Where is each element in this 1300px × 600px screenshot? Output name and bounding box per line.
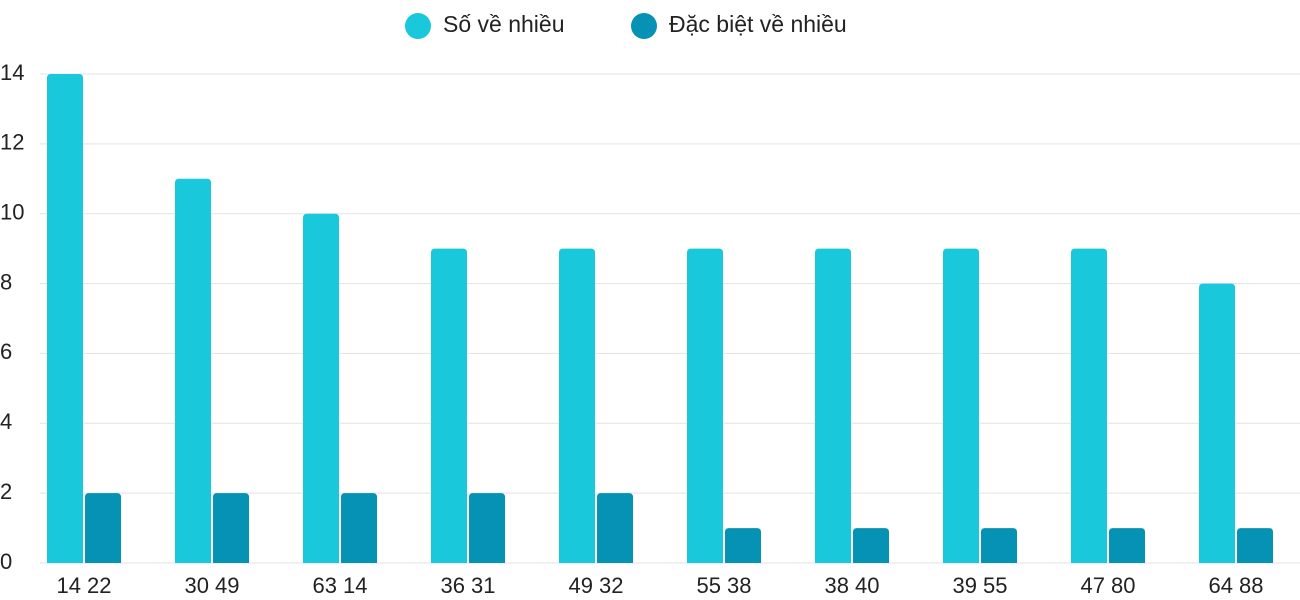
bar [303,213,339,563]
y-tick-label: 6 [0,339,12,364]
bar [47,74,83,563]
y-tick-label: 0 [0,549,12,574]
bar [1071,248,1107,563]
x-tick-label: 30 49 [184,573,239,598]
legend-label: Đặc biệt về nhiều [669,11,847,37]
bar [469,493,505,563]
bar [431,248,467,563]
x-tick-label: 55 38 [696,573,751,598]
legend-marker [405,13,431,39]
bar [981,528,1017,563]
legend-marker [631,13,657,39]
x-tick-label: 38 40 [824,573,879,598]
bar [1109,528,1145,563]
y-tick-label: 10 [0,200,24,225]
x-tick-label: 14 22 [56,573,111,598]
bar [725,528,761,563]
x-tick-label: 39 55 [952,573,1007,598]
y-tick-label: 14 [0,60,24,85]
legend-label: Số về nhiều [443,11,564,37]
bar [687,248,723,563]
bar [559,248,595,563]
bar [341,493,377,563]
bar [853,528,889,563]
y-tick-label: 8 [0,269,12,294]
bar [943,248,979,563]
y-tick-label: 12 [0,130,24,155]
bar [213,493,249,563]
x-tick-label: 47 80 [1080,573,1135,598]
bar [1199,283,1235,563]
bar [815,248,851,563]
y-tick-label: 2 [0,479,12,504]
x-tick-label: 36 31 [440,573,495,598]
bar [1237,528,1273,563]
y-tick-label: 4 [0,409,12,434]
bar [597,493,633,563]
bar [85,493,121,563]
x-tick-label: 63 14 [312,573,367,598]
bar [175,178,211,564]
x-tick-label: 64 88 [1208,573,1263,598]
x-tick-label: 49 32 [568,573,623,598]
